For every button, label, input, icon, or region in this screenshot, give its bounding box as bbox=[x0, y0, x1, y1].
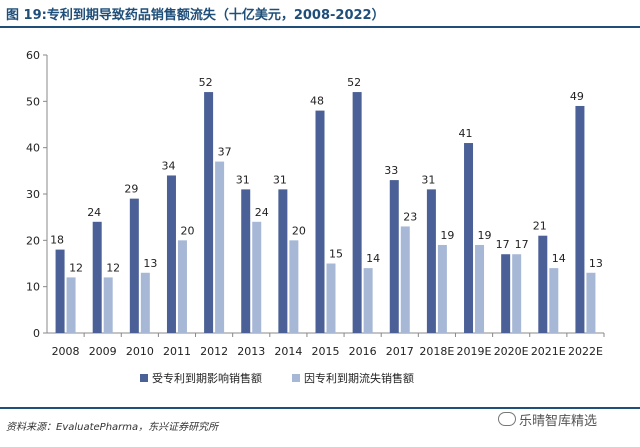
bar-chart: 0 10 20 30 40 50 60 18 12 2008 24 12 2009 29 13 2010 34 2… bbox=[26, 49, 605, 385]
data-label: 12 bbox=[69, 261, 83, 274]
data-label: 20 bbox=[180, 224, 194, 237]
x-tick-label: 2010 bbox=[126, 345, 154, 358]
x-tick-label: 2008 bbox=[52, 345, 80, 358]
bar-affected bbox=[55, 249, 65, 333]
x-tick-label: 2016 bbox=[349, 345, 377, 358]
data-label: 19 bbox=[440, 229, 454, 242]
data-label: 12 bbox=[106, 261, 120, 274]
data-label: 52 bbox=[199, 76, 213, 89]
data-label: 15 bbox=[329, 248, 343, 261]
data-label: 19 bbox=[478, 229, 492, 242]
bar-lost bbox=[252, 221, 262, 333]
data-label: 21 bbox=[533, 220, 547, 233]
data-label: 13 bbox=[589, 257, 603, 270]
data-label: 31 bbox=[273, 173, 287, 186]
y-tick-label: 30 bbox=[26, 188, 40, 201]
bar-affected bbox=[575, 105, 585, 333]
data-label: 24 bbox=[87, 206, 101, 219]
bar-affected bbox=[204, 92, 214, 333]
data-label: 37 bbox=[218, 146, 232, 159]
data-label: 24 bbox=[255, 206, 269, 219]
data-label: 29 bbox=[124, 183, 138, 196]
bar-affected bbox=[352, 92, 362, 333]
bar-lost bbox=[586, 272, 596, 333]
bar-affected bbox=[278, 189, 288, 333]
source-note: 资料来源：EvaluatePharma，东兴证券研究所 bbox=[6, 422, 219, 433]
bar-lost bbox=[437, 244, 447, 333]
data-label: 17 bbox=[515, 238, 529, 251]
data-label: 31 bbox=[421, 173, 435, 186]
data-label: 14 bbox=[366, 252, 380, 265]
bar-affected bbox=[241, 189, 251, 333]
data-label: 20 bbox=[292, 224, 306, 237]
data-label: 18 bbox=[50, 234, 64, 247]
bar-lost bbox=[363, 268, 373, 333]
chart-title: 图 19:专利到期导致药品销售额流失（十亿美元，2008-2022） bbox=[6, 8, 385, 23]
bar-affected bbox=[315, 110, 325, 333]
x-tick-label: 2022E bbox=[568, 345, 603, 358]
y-tick-label: 10 bbox=[26, 281, 40, 294]
x-tick-label: 2012 bbox=[200, 345, 228, 358]
bar-lost bbox=[326, 263, 336, 333]
data-label: 17 bbox=[496, 238, 510, 251]
bar-lost bbox=[475, 244, 485, 333]
bar-lost bbox=[103, 277, 113, 333]
data-label: 49 bbox=[570, 90, 584, 103]
data-label: 31 bbox=[236, 173, 250, 186]
data-label: 13 bbox=[143, 257, 157, 270]
data-label: 14 bbox=[552, 252, 566, 265]
bar-affected bbox=[389, 180, 399, 333]
data-label: 23 bbox=[403, 210, 417, 223]
legend-label: 因专利到期流失销售额 bbox=[304, 371, 414, 385]
bar-affected bbox=[538, 235, 548, 333]
legend-swatch bbox=[140, 374, 148, 382]
x-tick-label: 2018E bbox=[419, 345, 454, 358]
x-tick-label: 2011 bbox=[163, 345, 191, 358]
y-tick-label: 60 bbox=[26, 49, 40, 62]
legend-swatch bbox=[292, 374, 300, 382]
legend-label: 受专利到期影响销售额 bbox=[152, 371, 262, 385]
title-divider bbox=[0, 26, 640, 28]
bar-lost bbox=[400, 226, 410, 333]
bar-lost bbox=[289, 240, 299, 333]
bar-lost bbox=[549, 268, 559, 333]
x-tick-label: 2020E bbox=[494, 345, 529, 358]
y-tick-label: 50 bbox=[26, 95, 40, 108]
bar-lost bbox=[66, 277, 76, 333]
bar-lost bbox=[512, 254, 522, 333]
data-label: 41 bbox=[459, 127, 473, 140]
x-tick-label: 2009 bbox=[89, 345, 117, 358]
bar-lost bbox=[177, 240, 187, 333]
watermark: 乐晴智库精选 bbox=[498, 410, 597, 429]
watermark-text: 乐晴智库精选 bbox=[519, 414, 598, 429]
bar-affected bbox=[426, 189, 436, 333]
bar-lost bbox=[140, 272, 150, 333]
bar-affected bbox=[501, 254, 511, 333]
x-tick-label: 2014 bbox=[274, 345, 302, 358]
wechat-icon bbox=[498, 412, 516, 426]
y-tick-label: 20 bbox=[26, 234, 40, 247]
data-label: 34 bbox=[161, 159, 175, 172]
x-tick-label: 2015 bbox=[312, 345, 340, 358]
data-label: 33 bbox=[384, 164, 398, 177]
bar-affected bbox=[129, 198, 139, 333]
y-tick-label: 40 bbox=[26, 142, 40, 155]
bar-affected bbox=[166, 175, 176, 333]
y-tick-label: 0 bbox=[33, 327, 40, 340]
data-label: 48 bbox=[310, 95, 324, 108]
x-tick-label: 2019E bbox=[457, 345, 492, 358]
data-label: 52 bbox=[347, 76, 361, 89]
bar-lost bbox=[215, 161, 225, 333]
bar-affected bbox=[464, 143, 474, 333]
bar-affected bbox=[92, 221, 102, 333]
x-tick-label: 2017 bbox=[386, 345, 414, 358]
x-tick-label: 2021E bbox=[531, 345, 566, 358]
x-tick-label: 2013 bbox=[237, 345, 265, 358]
footer-divider bbox=[0, 407, 640, 409]
